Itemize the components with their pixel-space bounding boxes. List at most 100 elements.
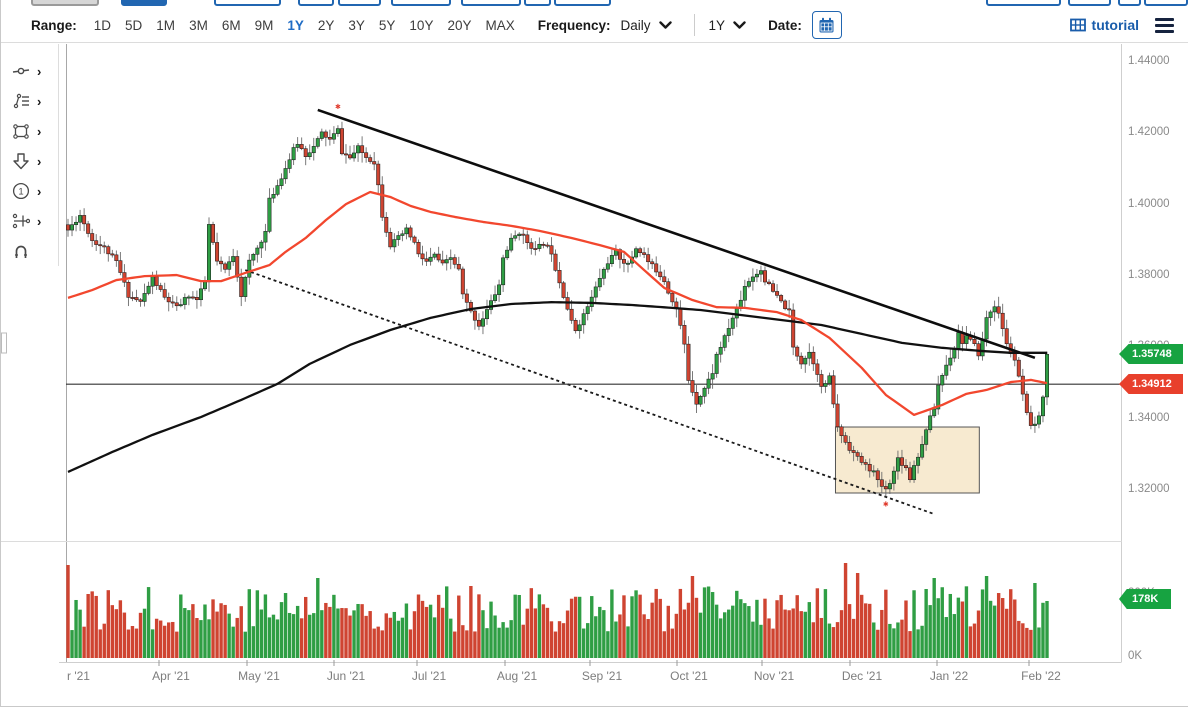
range-option-MAX[interactable]: MAX [485,17,515,33]
svg-text:1: 1 [18,186,23,197]
svg-text:Oct '21: Oct '21 [670,669,708,683]
svg-text:1.32000: 1.32000 [1128,483,1170,495]
submenu-chevron-icon: › [37,63,42,79]
svg-text:Jun '21: Jun '21 [327,669,366,683]
magnet-snap-tool[interactable] [1,236,58,266]
chart-marker: ✱ [335,103,341,111]
red-moving-average [67,190,1048,417]
svg-text:Aug '21: Aug '21 [497,669,538,683]
annotation-lines-tool-icon [13,93,29,109]
svg-text:Jul '21: Jul '21 [412,669,447,683]
svg-text:1.34000: 1.34000 [1128,412,1170,424]
svg-text:Apr '21: Apr '21 [152,669,190,683]
submenu-chevron-icon: › [37,183,42,199]
date-picker-button[interactable] [811,11,842,39]
hamburger-menu-icon[interactable] [1155,17,1174,33]
annotation-lines-tool[interactable]: › [1,86,58,116]
partial-button[interactable] [1118,0,1141,6]
svg-text:May '21: May '21 [238,669,280,683]
number-annotation-tool-icon: 1 [12,182,30,200]
horizontal-line-price-badge: 1.34912 [1119,374,1183,394]
black-moving-average [67,301,1047,474]
submenu-chevron-icon: › [37,213,42,229]
range-option-1M[interactable]: 1M [156,17,176,33]
partial-button[interactable] [554,0,611,6]
range-option-6M[interactable]: 6M [221,17,241,33]
chevron-down-icon [658,20,672,29]
range-option-2Y[interactable]: 2Y [317,17,335,33]
film-icon [1069,18,1086,32]
range-option-20Y[interactable]: 20Y [447,17,472,33]
submenu-chevron-icon: › [37,123,42,139]
arrow-tool-icon [13,153,29,170]
date-label: Date: [768,17,802,33]
magnet-snap-tool-icon [15,245,27,258]
chart-marker: ✱ [883,501,889,509]
shape-tool[interactable]: › [1,116,58,146]
range-option-1Y[interactable]: 1Y [287,17,304,33]
range-label: Range: [31,17,77,33]
partial-button[interactable] [214,0,281,6]
partial-button[interactable] [298,0,334,6]
svg-text:Sep '21: Sep '21 [582,669,623,683]
svg-text:Feb '22: Feb '22 [1021,669,1061,683]
partial-button[interactable] [1144,0,1188,6]
submenu-chevron-icon: › [37,93,42,109]
range-option-10Y[interactable]: 10Y [409,17,434,33]
highlight-box-annotation [834,426,980,494]
partial-button[interactable] [338,0,381,6]
calendar-icon [819,17,834,32]
range-option-3M[interactable]: 3M [189,17,208,33]
svg-text:Dec '21: Dec '21 [842,669,883,683]
chart-toolbar: Range: 1D 5D 1M 3M 6M 9M 1Y 2Y 3Y 5Y 10Y 20Y MAX Fre… [1,8,1188,43]
svg-text:Nov '21: Nov '21 [754,669,795,683]
svg-text:0K: 0K [1128,650,1142,662]
partial-button[interactable] [986,0,1061,6]
toolbar-right-group: tutorial [1069,17,1174,33]
tutorial-label: tutorial [1091,17,1139,33]
frequency-label: Frequency: [537,17,611,33]
range-option-5Y[interactable]: 5Y [378,17,396,33]
panel-resize-handle [1,332,7,354]
svg-text:Jan '22: Jan '22 [930,669,969,683]
solid-trendline [317,108,1036,360]
number-annotation-tool[interactable]: 1 › [1,176,58,206]
svg-text:1.44000: 1.44000 [1128,55,1170,67]
cutoff-button-row [1,0,1188,8]
frequency-select[interactable]: Daily [621,18,672,33]
range-option-5D[interactable]: 5D [125,17,143,33]
partial-button[interactable] [31,0,99,6]
period-value: 1Y [708,17,726,33]
range-option-3Y[interactable]: 3Y [348,17,365,33]
partial-button[interactable] [121,0,167,6]
svg-text:r '21: r '21 [67,669,90,683]
submenu-chevron-icon: › [37,153,42,169]
svg-text:1.42000: 1.42000 [1128,126,1170,138]
partial-button[interactable] [1068,0,1111,6]
last-price-badge: 1.35748 [1119,344,1183,364]
last-volume-badge: 178K [1119,589,1171,609]
dotted-trendline [244,269,935,515]
measure-tool-icon [12,213,30,229]
measure-tool[interactable]: › [1,206,58,236]
partial-button[interactable] [391,0,451,6]
svg-text:1.40000: 1.40000 [1128,198,1170,210]
period-select[interactable]: 1Y [709,18,747,33]
drawing-tools-sidebar: › › › › 1 › › [1,44,59,266]
partial-button[interactable] [461,0,521,6]
toolbar-divider [693,14,695,36]
range-option-1D[interactable]: 1D [93,17,112,33]
partial-button[interactable] [524,0,551,6]
tutorial-link[interactable]: tutorial [1069,17,1139,33]
svg-text:1.38000: 1.38000 [1128,269,1170,281]
range-option-9M[interactable]: 9M [254,17,274,33]
arrow-tool[interactable]: › [1,146,58,176]
trendline-tool-icon [12,67,30,75]
trendline-tool[interactable]: › [1,56,58,86]
chevron-down-icon [733,20,746,29]
frequency-value: Daily [620,17,651,33]
range-options: 1D 5D 1M 3M 6M 9M 1Y 2Y 3Y 5Y 10Y 20Y MAX [87,18,522,33]
shape-tool-icon [13,124,29,139]
